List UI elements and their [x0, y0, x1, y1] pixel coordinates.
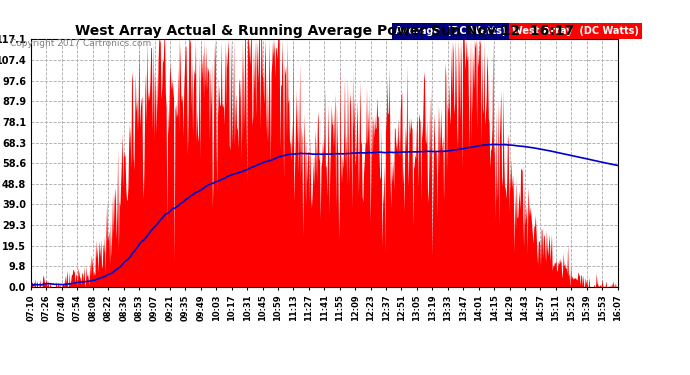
Text: Average  (DC Watts): Average (DC Watts) [395, 26, 506, 36]
Title: West Array Actual & Running Average Power Sun Nov 12  16:17: West Array Actual & Running Average Powe… [75, 24, 574, 38]
Text: West Array  (DC Watts): West Array (DC Watts) [512, 26, 639, 36]
Text: Copyright 2017 Cartronics.com: Copyright 2017 Cartronics.com [10, 39, 152, 48]
